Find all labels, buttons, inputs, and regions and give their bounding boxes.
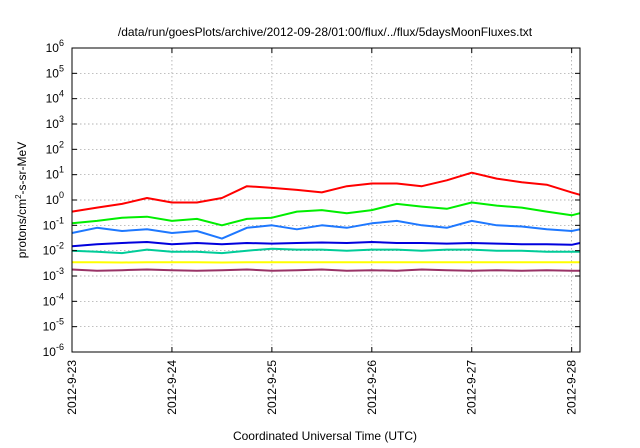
y-axis-label-sup: 2 — [14, 194, 23, 199]
y-tick-exp: -3 — [56, 266, 64, 276]
y-tick-base: 10 — [43, 218, 57, 232]
y-tick-exp: 4 — [59, 89, 64, 99]
y-tick-label: 10-2 — [43, 241, 64, 258]
y-tick-exp: -6 — [56, 342, 64, 352]
x-tick-label: 2012-9-27 — [465, 360, 479, 415]
series-line-4 — [71, 247, 580, 255]
y-tick-base: 10 — [46, 41, 60, 55]
y-tick-label: 10-5 — [43, 317, 64, 334]
y-axis-label-rest: -s-sr-MeV — [15, 142, 29, 195]
y-tick-exp: -4 — [56, 291, 64, 301]
chart-title: /data/run/goesPlots/archive/2012-09-28/0… — [118, 25, 533, 39]
series-line-2 — [71, 219, 581, 240]
y-tick-base: 10 — [46, 92, 60, 106]
y-tick-label: 105 — [46, 63, 64, 80]
y-tick-base: 10 — [43, 244, 57, 258]
x-tick-label: 2012-9-28 — [565, 360, 579, 415]
y-tick-label: 106 — [46, 38, 64, 55]
y-tick-exp: 1 — [59, 165, 64, 175]
y-tick-exp: 0 — [59, 190, 64, 200]
series-line-3 — [71, 241, 581, 248]
y-tick-base: 10 — [46, 168, 60, 182]
x-tick-labels: 2012-9-23 2012-9-24 2012-9-25 2012-9-26 2012… — [65, 360, 579, 415]
y-tick-base: 10 — [46, 193, 60, 207]
y-tick-label: 100 — [46, 190, 64, 207]
y-tick-base: 10 — [43, 294, 57, 308]
y-tick-label: 104 — [46, 89, 64, 106]
ticks — [71, 47, 580, 353]
x-tick-label: 2012-9-26 — [365, 360, 379, 415]
y-tick-exp: -2 — [56, 241, 64, 251]
y-tick-label: 10-6 — [43, 342, 64, 359]
x-tick-label: 2012-9-24 — [165, 360, 179, 415]
y-tick-label: 10-3 — [43, 266, 64, 283]
y-tick-base: 10 — [43, 320, 57, 334]
y-tick-base: 10 — [43, 269, 57, 283]
y-tick-base: 10 — [43, 345, 57, 359]
series-line-6 — [71, 268, 580, 272]
y-tick-labels: 10-610-510-410-310-210-11001011021031041… — [43, 38, 64, 359]
y-axis-label-base: protons/cm — [15, 199, 29, 258]
y-tick-label: 102 — [46, 139, 64, 156]
y-tick-exp: 2 — [59, 139, 64, 149]
y-tick-base: 10 — [46, 66, 60, 80]
series-layer — [71, 171, 581, 272]
y-tick-base: 10 — [46, 142, 60, 156]
y-tick-exp: 5 — [59, 63, 64, 73]
y-tick-exp: 6 — [59, 38, 64, 48]
y-tick-label: 10-4 — [43, 291, 64, 308]
x-tick-label: 2012-9-23 — [65, 360, 79, 415]
y-tick-exp: -5 — [56, 317, 64, 327]
y-tick-label: 101 — [46, 165, 64, 182]
x-tick-label: 2012-9-25 — [265, 360, 279, 415]
x-axis-label: Coordinated Universal Time (UTC) — [233, 429, 417, 443]
y-tick-exp: -1 — [56, 215, 64, 225]
grid — [72, 48, 580, 352]
y-tick-label: 103 — [46, 114, 64, 131]
y-tick-exp: 3 — [59, 114, 64, 124]
y-tick-label: 10-1 — [43, 215, 64, 232]
series-line-1 — [71, 201, 581, 227]
series-line-0 — [71, 171, 581, 213]
y-tick-base: 10 — [46, 117, 60, 131]
y-axis-label: protons/cm2-s-sr-MeV — [14, 142, 29, 258]
